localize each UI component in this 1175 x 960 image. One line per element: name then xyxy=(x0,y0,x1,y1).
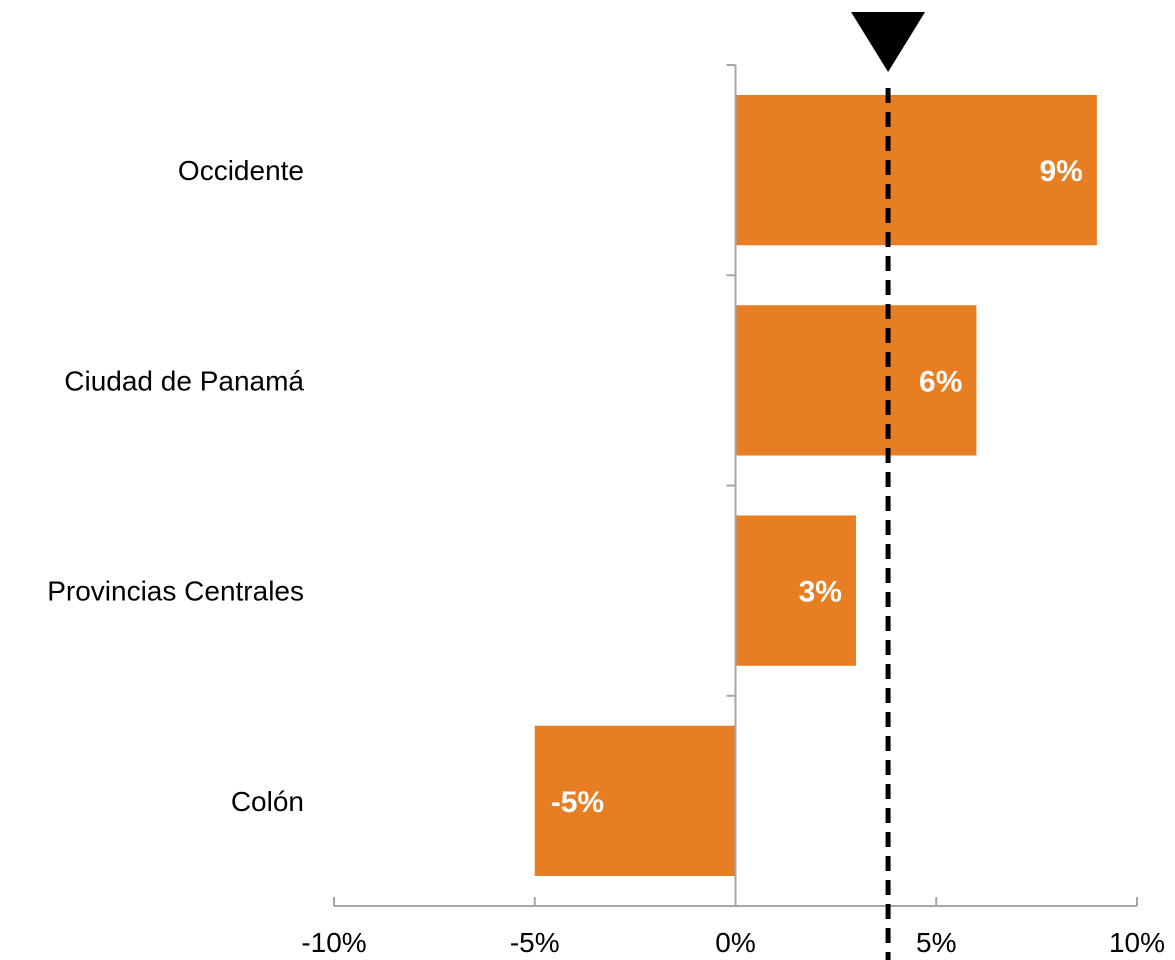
data-label: 6% xyxy=(919,365,962,398)
category-label: Colón xyxy=(231,786,304,817)
bars-group xyxy=(534,94,1097,877)
bar-ciudad-de-panam- xyxy=(735,305,977,456)
category-label: Occidente xyxy=(178,155,304,186)
x-tick-label: 5% xyxy=(916,927,956,958)
category-label: Ciudad de Panamá xyxy=(64,365,304,396)
axes-group: -10% -5% 0% 5% 10% xyxy=(301,64,1165,958)
category-label: Provincias Centrales xyxy=(47,576,304,607)
bar-col-n xyxy=(534,725,736,877)
data-label: 9% xyxy=(1039,155,1082,188)
data-label: 3% xyxy=(799,576,842,609)
x-tick-label: 0% xyxy=(715,927,755,958)
reference-triangle-marker xyxy=(851,12,926,72)
bar-provincias-centrales xyxy=(735,515,856,666)
x-tick-label: -5% xyxy=(510,927,560,958)
data-label: -5% xyxy=(551,786,604,819)
x-tick-label: 10% xyxy=(1109,927,1165,958)
reference-line-group xyxy=(851,12,926,960)
x-tick-label: -10% xyxy=(301,927,366,958)
bar-occidente xyxy=(735,94,1097,246)
labels-group: Occidente 9% Ciudad de Panamá 6% Provincias … xyxy=(47,155,1083,819)
